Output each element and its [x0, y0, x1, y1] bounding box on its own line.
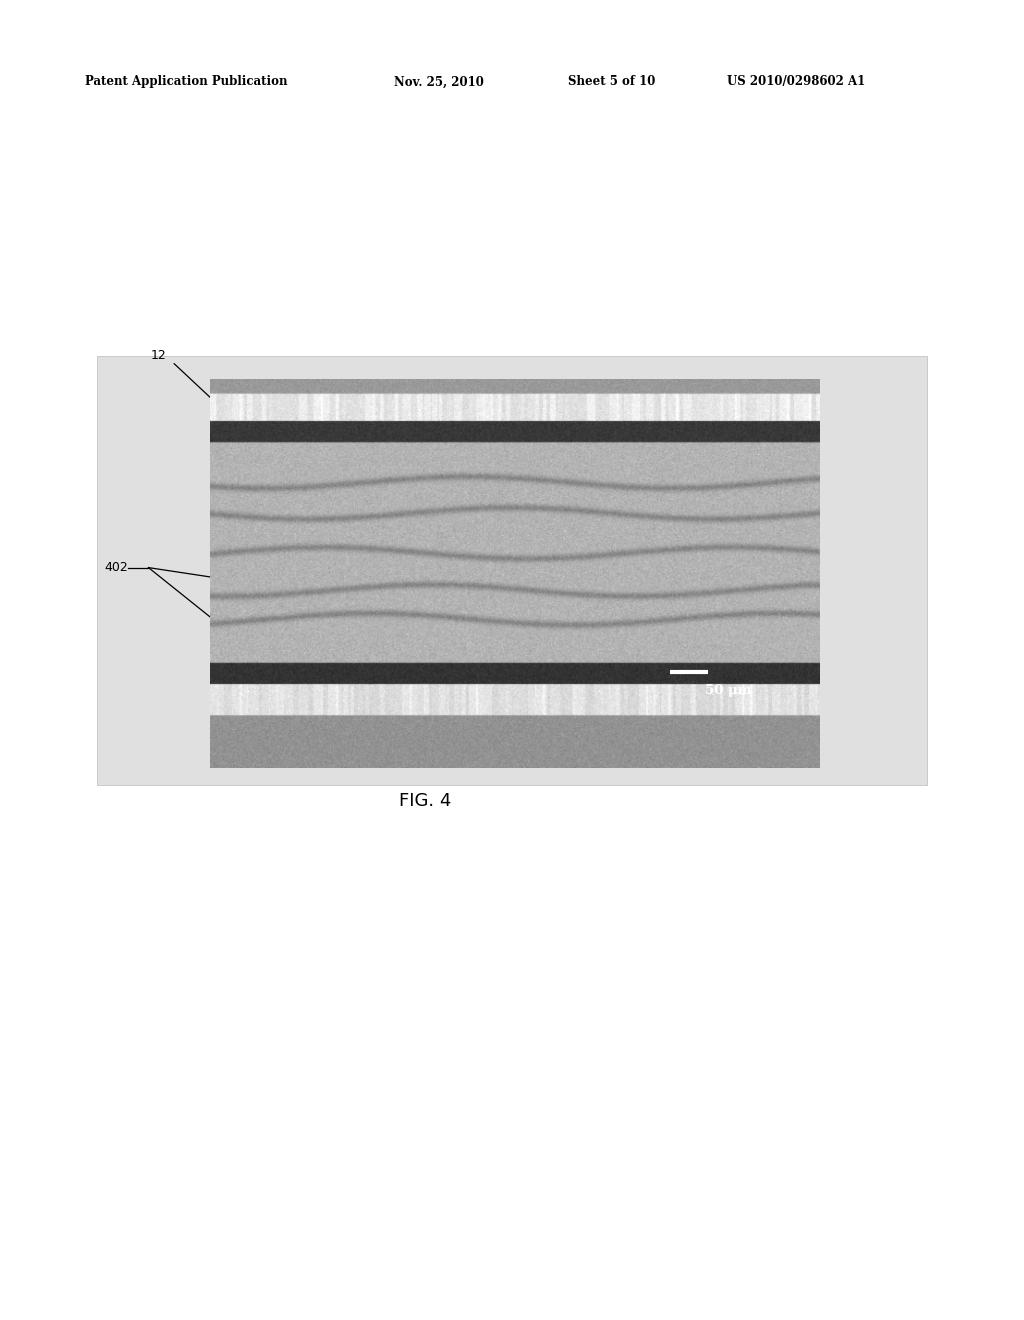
Text: Patent Application Publication: Patent Application Publication — [85, 75, 288, 88]
Text: FIG. 4: FIG. 4 — [398, 792, 452, 810]
Bar — [97, 356, 927, 785]
Text: Sheet 5 of 10: Sheet 5 of 10 — [568, 75, 655, 88]
Text: Nov. 25, 2010: Nov. 25, 2010 — [394, 75, 484, 88]
Text: 12: 12 — [152, 348, 167, 362]
Text: US 2010/0298602 A1: US 2010/0298602 A1 — [727, 75, 865, 88]
Text: 402: 402 — [104, 561, 128, 574]
Text: 50 μm: 50 μm — [705, 684, 751, 697]
